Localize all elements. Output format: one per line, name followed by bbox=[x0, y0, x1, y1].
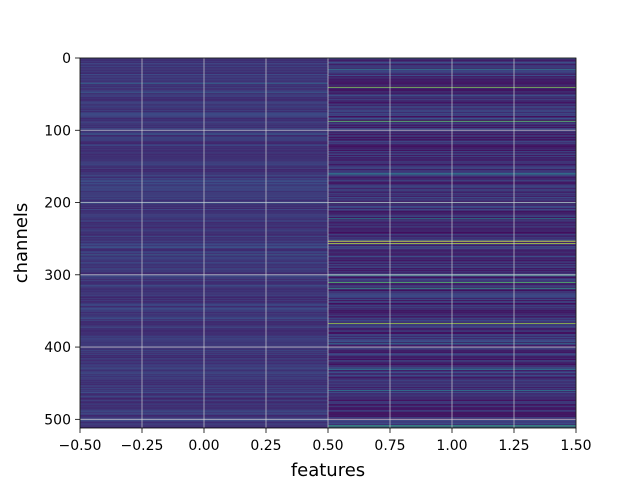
x-tick-label: 0.75 bbox=[374, 438, 405, 454]
x-axis-label: features bbox=[291, 460, 365, 480]
y-axis-label: channels bbox=[11, 203, 32, 284]
x-tick-label: 0.50 bbox=[312, 438, 343, 454]
y-axis: 0 100 200 300 400 500 bbox=[44, 51, 80, 428]
x-axis: −0.50 −0.25 0.00 0.25 0.50 0.75 1.00 1.25 1.50 bbox=[59, 428, 592, 454]
y-tick-label: 400 bbox=[44, 340, 71, 356]
y-tick-label: 0 bbox=[62, 51, 71, 67]
x-tick-label: −0.50 bbox=[59, 438, 102, 454]
x-tick-label: 0.00 bbox=[188, 438, 219, 454]
x-tick-label: 0.25 bbox=[250, 438, 281, 454]
y-tick-label: 500 bbox=[44, 412, 71, 428]
y-tick-label: 300 bbox=[44, 268, 71, 284]
x-tick-label: −0.25 bbox=[121, 438, 164, 454]
x-tick-label: 1.00 bbox=[436, 438, 467, 454]
y-tick-label: 100 bbox=[44, 123, 71, 139]
y-tick-label: 200 bbox=[44, 196, 71, 212]
x-tick-label: 1.25 bbox=[498, 438, 529, 454]
x-tick-label: 1.50 bbox=[560, 438, 591, 454]
